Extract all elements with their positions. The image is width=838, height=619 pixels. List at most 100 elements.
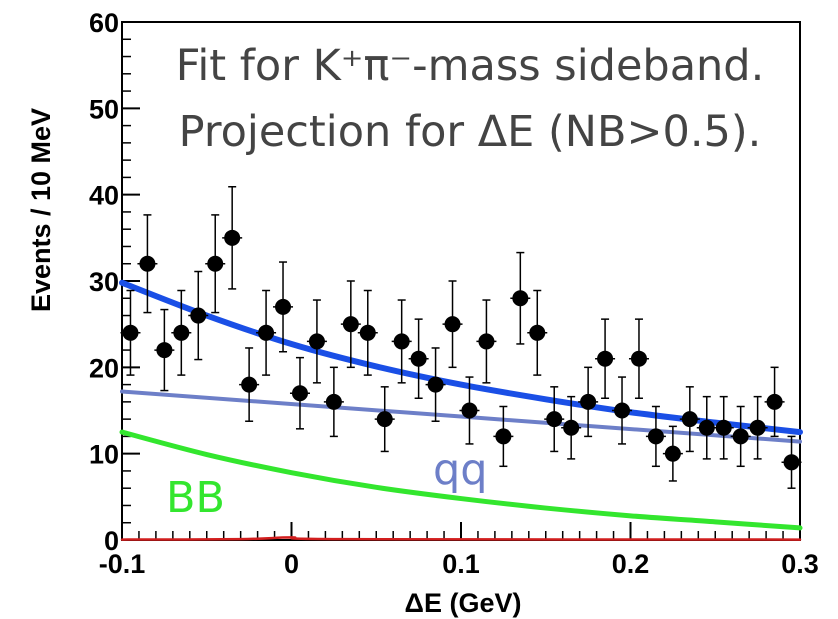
data-point <box>323 366 344 438</box>
data-marker <box>478 333 495 350</box>
data-point <box>527 289 548 376</box>
data-point <box>696 395 717 460</box>
fit-peaking-curve <box>120 536 802 541</box>
data-marker <box>783 454 800 471</box>
data-point <box>561 395 582 460</box>
bb-curve-label: BB <box>166 473 225 523</box>
data-point <box>713 395 734 460</box>
y-tick-label: 50 <box>89 94 119 124</box>
data-point <box>425 347 446 422</box>
data-marker <box>410 350 427 367</box>
data-point <box>239 347 260 422</box>
data-point <box>544 386 565 453</box>
data-marker <box>563 419 580 436</box>
data-point <box>628 318 649 400</box>
data-point <box>205 214 226 314</box>
title-line-2: Projection for ΔE (NB>0.5). <box>179 107 762 157</box>
x-tick-label: 0.2 <box>612 549 650 579</box>
data-marker <box>597 350 614 367</box>
data-marker <box>647 428 664 445</box>
data-point <box>391 299 412 384</box>
data-marker <box>224 229 241 246</box>
data-marker <box>461 402 478 419</box>
data-marker <box>427 376 444 393</box>
data-point <box>137 214 158 314</box>
data-point <box>154 308 175 392</box>
x-tick-label: 0 <box>284 549 299 579</box>
data-marker <box>444 316 461 333</box>
data-marker <box>291 385 308 402</box>
data-marker <box>614 402 631 419</box>
data-point <box>764 366 785 438</box>
data-point <box>510 251 531 345</box>
data-marker <box>207 255 224 272</box>
data-point <box>612 376 633 445</box>
data-marker <box>156 342 173 359</box>
data-point <box>493 405 514 468</box>
data-marker <box>546 411 563 428</box>
data-point <box>747 395 768 460</box>
data-marker <box>325 393 342 410</box>
data-point <box>222 186 243 290</box>
data-marker <box>698 419 715 436</box>
data-marker <box>376 411 393 428</box>
data-marker <box>241 376 258 393</box>
x-tick-label: 0.1 <box>442 549 480 579</box>
data-marker <box>393 333 410 350</box>
data-marker <box>732 428 749 445</box>
data-point <box>645 405 666 468</box>
data-point <box>357 289 378 376</box>
qq-curve-label: qq <box>433 445 488 495</box>
y-tick-label: 60 <box>89 8 119 38</box>
data-marker <box>359 324 376 341</box>
data-marker <box>766 393 783 410</box>
data-marker <box>681 411 698 428</box>
x-tick-label: 0.3 <box>781 549 819 579</box>
data-marker <box>529 324 546 341</box>
y-axis-title: Events / 10 MeV <box>26 108 56 312</box>
data-point <box>120 289 141 376</box>
data-point <box>578 366 599 438</box>
data-point <box>340 280 361 369</box>
data-point <box>408 318 429 400</box>
data-point <box>781 435 802 489</box>
fit-bb-curve <box>119 429 803 531</box>
x-tick-label: -0.1 <box>99 549 146 579</box>
y-tick-label: 40 <box>89 181 119 211</box>
data-point <box>171 289 192 376</box>
data-point <box>289 356 310 430</box>
data-point <box>595 318 616 400</box>
data-point <box>256 289 277 376</box>
x-axis-title: ΔE (GeV) <box>405 588 522 618</box>
y-tick-label: 20 <box>89 353 119 383</box>
data-marker <box>190 307 207 324</box>
data-marker <box>122 324 139 341</box>
data-marker <box>630 350 647 367</box>
data-marker <box>173 324 190 341</box>
y-tick-label: 0 <box>104 526 119 556</box>
data-point <box>374 386 395 453</box>
data-marker <box>715 419 732 436</box>
fit-qq-curve <box>120 389 802 444</box>
data-marker <box>308 333 325 350</box>
data-point <box>459 376 480 445</box>
data-point <box>679 386 700 453</box>
data-point <box>306 299 327 384</box>
fit-total-curve <box>119 279 803 436</box>
data-marker <box>342 316 359 333</box>
data-point <box>662 425 683 482</box>
data-marker <box>495 428 512 445</box>
data-marker <box>139 255 156 272</box>
y-tick-label: 30 <box>89 267 119 297</box>
data-point <box>730 405 751 468</box>
data-marker <box>258 324 275 341</box>
data-marker <box>749 419 766 436</box>
data-point <box>442 280 463 369</box>
data-point <box>188 270 209 361</box>
data-marker <box>512 290 529 307</box>
data-point <box>476 299 497 384</box>
y-tick-label: 10 <box>89 440 119 470</box>
data-marker <box>580 393 597 410</box>
